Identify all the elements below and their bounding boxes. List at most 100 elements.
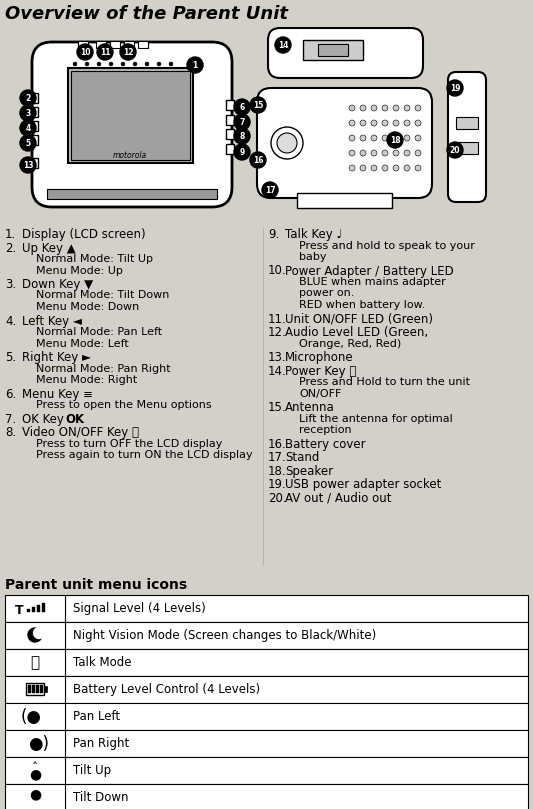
Text: Video ON/OFF Key ⬜: Video ON/OFF Key ⬜ [22, 426, 139, 439]
Text: 12: 12 [123, 48, 133, 57]
Text: Battery cover: Battery cover [285, 438, 366, 451]
Text: ⤓: ⤓ [30, 655, 39, 671]
Text: 13.: 13. [268, 351, 287, 364]
Text: Menu Mode: Left: Menu Mode: Left [36, 338, 129, 349]
Text: 6: 6 [239, 103, 245, 112]
Text: motorola: motorola [113, 150, 147, 159]
Text: Menu Mode: Down: Menu Mode: Down [36, 302, 139, 312]
Circle shape [404, 135, 410, 141]
Circle shape [447, 80, 463, 96]
Text: 2: 2 [26, 94, 30, 103]
Text: OK: OK [65, 413, 84, 426]
Bar [47, 189, 217, 199]
Circle shape [109, 62, 113, 66]
Circle shape [234, 128, 250, 144]
Text: Audio Level LED (Green,: Audio Level LED (Green, [285, 326, 428, 339]
Circle shape [349, 105, 355, 111]
Text: Tilt Up: Tilt Up [73, 764, 111, 777]
Bar [5, 622, 528, 649]
Text: ●: ● [29, 767, 41, 781]
Circle shape [234, 99, 250, 115]
Bar [124, 41, 134, 48]
Circle shape [20, 157, 36, 173]
Circle shape [415, 150, 421, 156]
Text: Unit ON/OFF LED (Green): Unit ON/OFF LED (Green) [285, 312, 433, 325]
Text: Lift the antenna for optimal: Lift the antenna for optimal [299, 413, 453, 423]
Text: USB power adapter socket: USB power adapter socket [285, 478, 441, 491]
Circle shape [271, 127, 303, 159]
Bar [44, 686, 47, 692]
Text: Talk Key ♩: Talk Key ♩ [285, 228, 342, 241]
Circle shape [250, 152, 266, 168]
Text: 17.: 17. [268, 451, 287, 464]
Text: 10.: 10. [268, 265, 287, 277]
Bar [226, 144, 234, 154]
Text: Tilt Down: Tilt Down [73, 791, 128, 804]
Bar [456, 142, 478, 154]
Text: 4: 4 [26, 124, 30, 133]
Text: 8.: 8. [5, 426, 16, 439]
Bar [110, 41, 120, 48]
Circle shape [360, 150, 366, 156]
Text: 9.: 9. [268, 228, 279, 241]
Circle shape [360, 135, 366, 141]
Circle shape [415, 120, 421, 126]
Text: Speaker: Speaker [285, 464, 333, 477]
Circle shape [262, 182, 278, 198]
Circle shape [349, 135, 355, 141]
Circle shape [382, 135, 388, 141]
Circle shape [234, 144, 250, 160]
Bar [40, 685, 43, 693]
Text: 17: 17 [265, 186, 276, 195]
Text: 3: 3 [26, 109, 30, 118]
Text: Signal Level (4 Levels): Signal Level (4 Levels) [73, 602, 206, 615]
Text: Power Adapter / Battery LED: Power Adapter / Battery LED [285, 265, 454, 277]
Circle shape [393, 120, 399, 126]
Text: 5: 5 [26, 139, 30, 148]
Circle shape [20, 105, 36, 121]
Circle shape [20, 90, 36, 106]
Text: Press and Hold to turn the unit: Press and Hold to turn the unit [299, 377, 470, 387]
Text: Up Key ▲: Up Key ▲ [22, 242, 76, 255]
Circle shape [393, 150, 399, 156]
Bar [5, 703, 528, 730]
Text: 1: 1 [192, 61, 198, 70]
Bar [5, 730, 528, 757]
Circle shape [371, 135, 377, 141]
Circle shape [145, 62, 149, 66]
Text: Right Key ►: Right Key ► [22, 351, 91, 364]
Text: AV out / Audio out: AV out / Audio out [285, 492, 392, 505]
Circle shape [73, 62, 77, 66]
Circle shape [382, 120, 388, 126]
Bar [26, 683, 44, 695]
Bar [30, 107, 38, 117]
Text: power on.: power on. [299, 289, 354, 299]
Circle shape [97, 44, 113, 60]
Text: baby: baby [299, 252, 327, 262]
Bar [42, 603, 45, 612]
Text: Menu Key ≡: Menu Key ≡ [22, 388, 93, 400]
Text: 14.: 14. [268, 365, 287, 378]
Text: 12.: 12. [268, 326, 287, 339]
Text: 13: 13 [23, 161, 33, 170]
Text: Microphone: Microphone [285, 351, 353, 364]
Bar [297, 193, 392, 208]
Text: 7: 7 [239, 118, 245, 127]
Circle shape [120, 44, 136, 60]
Text: Menu Mode: Up: Menu Mode: Up [36, 265, 123, 276]
Bar [78, 41, 88, 48]
Text: Normal Mode: Pan Left: Normal Mode: Pan Left [36, 327, 162, 337]
Circle shape [187, 57, 203, 73]
Circle shape [133, 62, 137, 66]
Circle shape [360, 165, 366, 171]
Text: 5.: 5. [5, 351, 16, 364]
Bar [71, 71, 190, 160]
Bar [37, 605, 40, 612]
Text: Display (LCD screen): Display (LCD screen) [22, 228, 146, 241]
Circle shape [371, 105, 377, 111]
Text: Orange, Red, Red): Orange, Red, Red) [299, 338, 401, 349]
Text: Battery Level Control (4 Levels): Battery Level Control (4 Levels) [73, 683, 260, 696]
Circle shape [28, 628, 42, 642]
Circle shape [415, 165, 421, 171]
Circle shape [20, 135, 36, 151]
